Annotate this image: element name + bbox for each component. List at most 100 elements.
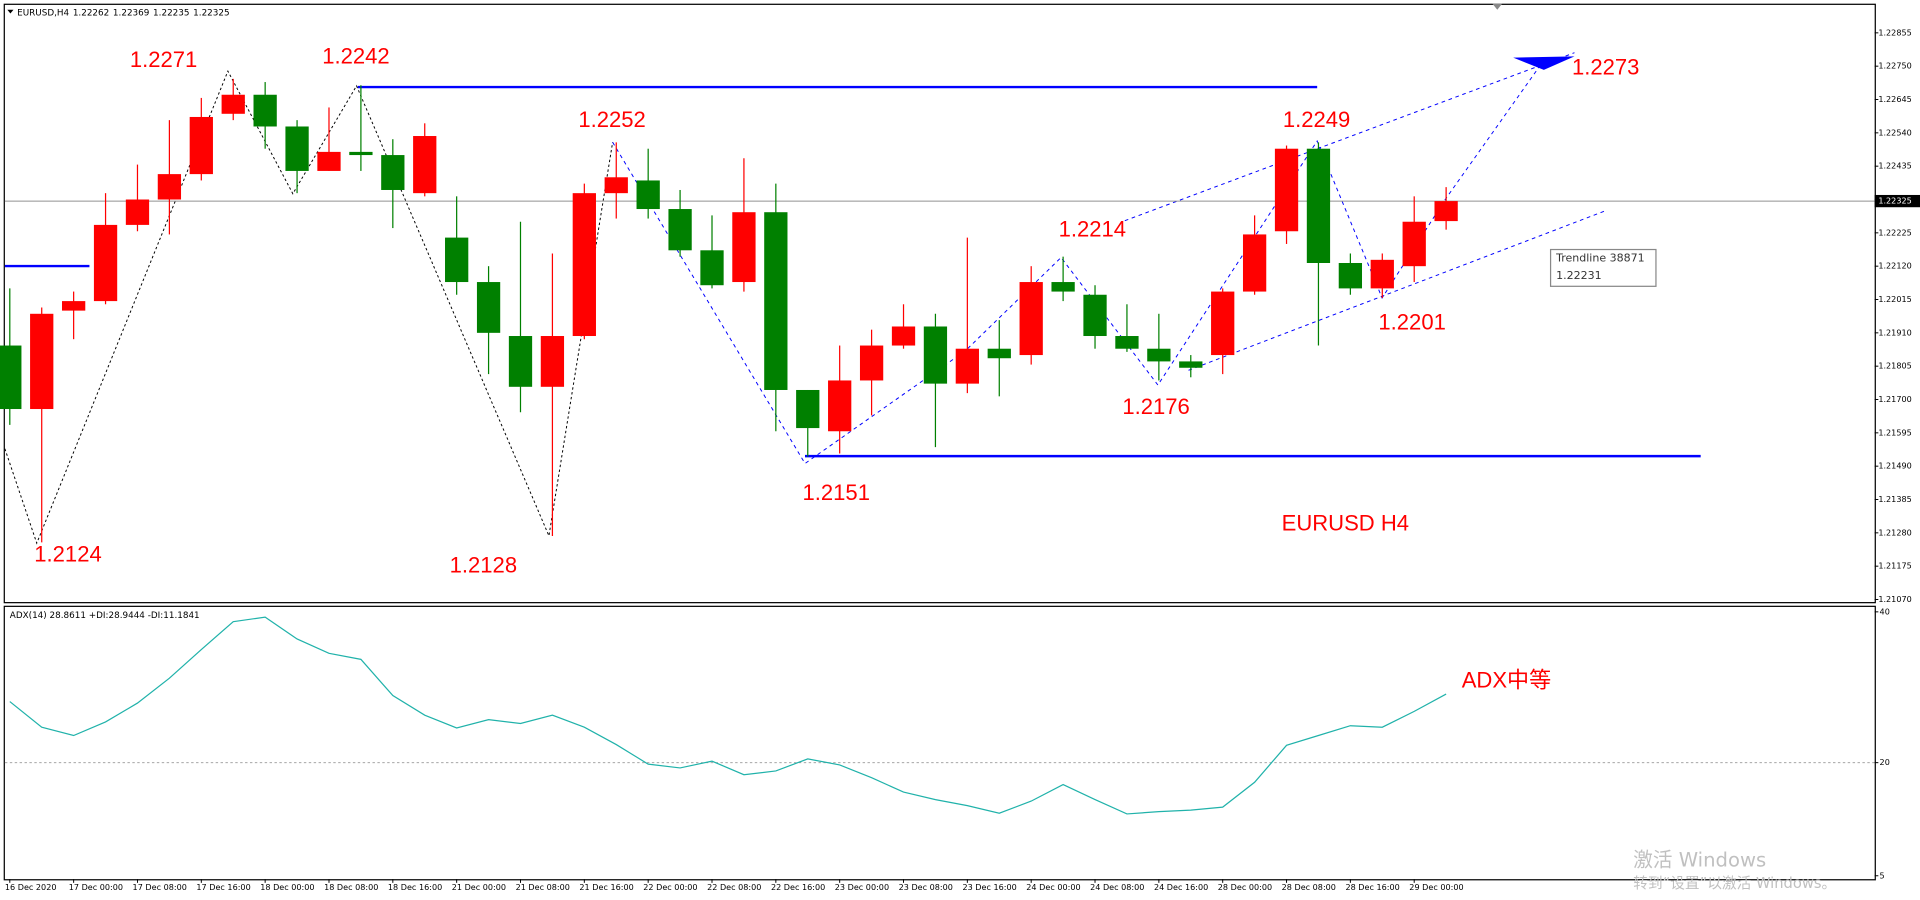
annotation: 1.2252 bbox=[578, 107, 645, 132]
high-price: 1.22369 bbox=[113, 8, 149, 18]
x-tick-label: 23 Dec 16:00 bbox=[962, 882, 1016, 892]
x-tick-label: 18 Dec 16:00 bbox=[388, 882, 442, 892]
x-tick-label: 22 Dec 16:00 bbox=[771, 882, 825, 892]
x-tick-label: 17 Dec 08:00 bbox=[133, 882, 187, 892]
adx-line bbox=[9, 616, 1447, 815]
candle-body bbox=[1242, 234, 1267, 292]
annotation: 1.2271 bbox=[130, 47, 197, 72]
main-frame bbox=[3, 3, 1876, 604]
candle-body bbox=[1019, 282, 1043, 356]
watermark-title: 激活 Windows bbox=[1633, 848, 1766, 871]
candle-body bbox=[828, 380, 852, 432]
x-tick-label: 21 Dec 16:00 bbox=[579, 882, 633, 892]
candle-body bbox=[317, 151, 341, 171]
target-arrow bbox=[1513, 56, 1575, 70]
chart-header: EURUSD,H4 1.22262 1.22369 1.22235 1.22325 bbox=[17, 8, 229, 18]
watermark-subtitle: 转到“设置”以激活 Windows。 bbox=[1633, 875, 1836, 892]
indicator-title: ADX(14) 28.8611 +DI:28.9444 -DI:11.1841 bbox=[10, 611, 200, 621]
candle-body bbox=[540, 336, 565, 387]
candle-body bbox=[1179, 361, 1203, 368]
y-tick-label: 40 bbox=[1880, 606, 1890, 616]
tooltip bbox=[1549, 248, 1657, 287]
candle-body bbox=[955, 348, 979, 384]
zigzag bbox=[4, 69, 614, 545]
annotation: 1.2151 bbox=[803, 480, 870, 505]
x-tick-label: 23 Dec 08:00 bbox=[899, 882, 953, 892]
y-tick-label: 1.22645 bbox=[1878, 94, 1911, 104]
candle-body bbox=[796, 389, 820, 429]
x-tick-label: 21 Dec 08:00 bbox=[516, 882, 570, 892]
y-tick-label: 1.22120 bbox=[1878, 261, 1911, 271]
candle-body bbox=[1402, 221, 1426, 267]
candle-body bbox=[221, 94, 245, 114]
y-tick-label: 1.22855 bbox=[1878, 27, 1911, 37]
trendline bbox=[1188, 210, 1606, 371]
candle-body bbox=[0, 345, 22, 410]
candle-body bbox=[508, 336, 533, 387]
candle-body bbox=[61, 301, 86, 311]
y-tick-label: 1.21805 bbox=[1878, 361, 1911, 371]
x-tick-label: 29 Dec 00:00 bbox=[1409, 882, 1463, 892]
tooltip-value: 1.22231 bbox=[1556, 269, 1602, 282]
x-tick-label: 28 Dec 08:00 bbox=[1282, 882, 1336, 892]
candle-body bbox=[923, 326, 948, 384]
annotation: 1.2176 bbox=[1122, 394, 1189, 419]
candle-body bbox=[732, 212, 756, 283]
annotation: 1.2124 bbox=[34, 541, 101, 566]
candle-body bbox=[1434, 201, 1458, 222]
tooltip-title: Trendline 38871 bbox=[1555, 252, 1645, 265]
annotation: 1.2242 bbox=[322, 43, 389, 68]
annotation: 1.2249 bbox=[1283, 107, 1350, 132]
y-tick-label: 5 bbox=[1880, 870, 1885, 880]
menu-marker bbox=[7, 9, 14, 14]
y-tick-label: 1.22435 bbox=[1878, 161, 1911, 171]
candle-body bbox=[157, 174, 182, 200]
candle-body bbox=[636, 180, 660, 210]
candle-body bbox=[381, 155, 405, 190]
low-price: 1.22235 bbox=[153, 8, 189, 18]
candle-body bbox=[253, 94, 277, 127]
x-tick-label: 17 Dec 00:00 bbox=[69, 882, 123, 892]
candle-body bbox=[987, 348, 1011, 359]
candle-body bbox=[285, 126, 309, 171]
candle-body bbox=[764, 212, 788, 390]
x-tick-label: 24 Dec 08:00 bbox=[1090, 882, 1144, 892]
y-tick-label: 1.21175 bbox=[1878, 561, 1911, 571]
candle-body bbox=[859, 345, 884, 381]
x-tick-label: 24 Dec 16:00 bbox=[1154, 882, 1208, 892]
candle-body bbox=[93, 224, 118, 302]
candle-body bbox=[1338, 262, 1363, 289]
candle-body bbox=[668, 209, 692, 251]
candle-body bbox=[572, 193, 596, 337]
candle-body bbox=[700, 250, 724, 286]
x-tick-label: 22 Dec 00:00 bbox=[643, 882, 697, 892]
x-tick-label: 18 Dec 00:00 bbox=[260, 882, 314, 892]
y-tick-label: 1.21280 bbox=[1878, 527, 1911, 537]
candle-body bbox=[413, 136, 437, 194]
current-price-label: 1.22325 bbox=[1878, 196, 1911, 206]
x-tick-label: 17 Dec 16:00 bbox=[196, 882, 250, 892]
annotation: ADX中等 bbox=[1462, 668, 1551, 693]
candle-body bbox=[189, 116, 213, 175]
annotation: 1.2201 bbox=[1378, 310, 1445, 335]
candle-body bbox=[1370, 259, 1394, 289]
trend-channel bbox=[1124, 52, 1575, 222]
annotation: 1.2214 bbox=[1059, 216, 1126, 241]
annotation: 1.2128 bbox=[450, 552, 517, 577]
symbol: EURUSD,H4 bbox=[17, 8, 69, 18]
candle-body bbox=[604, 177, 628, 194]
candle-body bbox=[1083, 294, 1107, 337]
x-tick-label: 28 Dec 16:00 bbox=[1345, 882, 1399, 892]
annotation: 1.2273 bbox=[1572, 54, 1639, 79]
y-tick-label: 20 bbox=[1880, 757, 1890, 767]
y-tick-label: 1.22750 bbox=[1878, 61, 1911, 71]
y-tick-label: 1.21070 bbox=[1878, 594, 1911, 604]
open-price: 1.22262 bbox=[73, 8, 109, 18]
y-tick-label: 1.21490 bbox=[1878, 461, 1911, 471]
candle-body bbox=[1051, 282, 1075, 292]
x-tick-label: 28 Dec 00:00 bbox=[1218, 882, 1272, 892]
candle-body bbox=[349, 151, 373, 156]
candle-body bbox=[125, 199, 150, 225]
y-tick-label: 1.21910 bbox=[1878, 327, 1911, 337]
